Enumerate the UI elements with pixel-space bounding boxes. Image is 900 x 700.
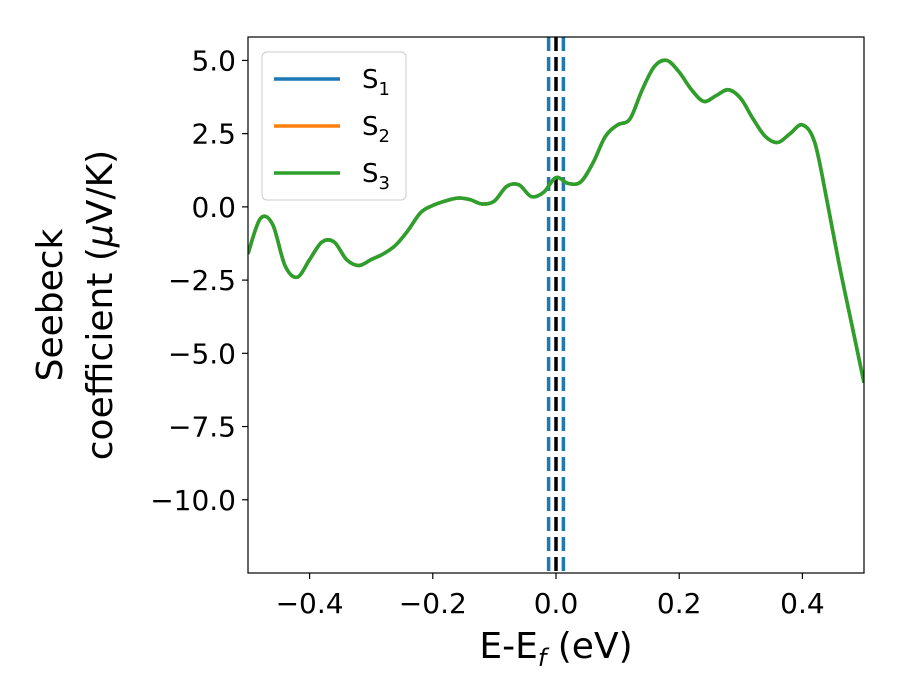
x-axis-ticks: −0.4 −0.2 0.0 0.2 0.4	[276, 573, 825, 620]
x-tick-label: −0.4	[276, 587, 344, 620]
y-tick-label: 2.5	[191, 118, 236, 151]
y-axis-title-line2: coefficient (μV/K)	[80, 150, 121, 460]
x-axis-title: E-Ef (eV)	[479, 626, 632, 672]
fermi-level-lines	[546, 37, 566, 573]
x-tick-label: −0.2	[399, 587, 467, 620]
y-axis-ticks: 5.0 2.5 0.0 −2.5 −5.0 −7.5 −10.0	[150, 44, 248, 517]
y-axis-title-prefix: coefficient (	[80, 247, 121, 460]
series-lines	[248, 58, 864, 383]
legend-label-s2: S2	[362, 112, 390, 147]
legend-label-main: S	[362, 65, 379, 95]
x-axis-title-unit: (eV)	[546, 626, 632, 667]
y-axis-title-unit: V/K)	[80, 150, 121, 224]
legend-label-subscript: 1	[379, 79, 390, 100]
x-tick-label: 0.2	[657, 587, 702, 620]
y-tick-label: −2.5	[168, 264, 236, 297]
legend-label-s1: S1	[362, 65, 390, 100]
y-tick-label: −7.5	[168, 411, 236, 444]
legend-label-main: S	[362, 159, 379, 189]
legend-label-main: S	[362, 112, 379, 142]
x-tick-label: 0.0	[534, 587, 579, 620]
legend-label-s3: S3	[362, 159, 390, 194]
series-line-s3	[248, 58, 864, 383]
x-axis-title-main: E-E	[479, 626, 537, 667]
y-tick-label: 0.0	[191, 191, 236, 224]
x-tick-label: 0.4	[780, 587, 825, 620]
y-axis-title-mu: μ	[80, 224, 121, 248]
legend-label-subscript: 3	[379, 173, 390, 194]
y-tick-label: 5.0	[191, 44, 236, 77]
y-axis-title-line1: Seebeck	[30, 228, 71, 381]
y-tick-label: −5.0	[168, 337, 236, 370]
legend-label-subscript: 2	[379, 126, 390, 147]
y-tick-label: −10.0	[150, 484, 236, 517]
